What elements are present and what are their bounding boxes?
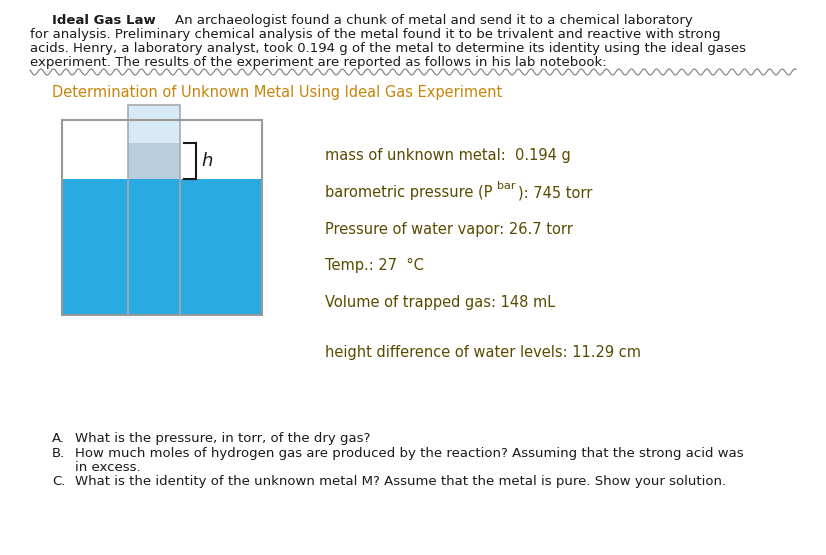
- Text: Temp.: 27  °C: Temp.: 27 °C: [325, 258, 424, 273]
- Text: Determination of Unknown Metal Using Ideal Gas Experiment: Determination of Unknown Metal Using Ide…: [52, 85, 502, 100]
- Bar: [62, 120, 262, 315]
- Text: C.: C.: [52, 475, 65, 488]
- Text: How much moles of hydrogen gas are produced by the reaction? Assuming that the s: How much moles of hydrogen gas are produ…: [75, 447, 743, 460]
- Bar: [128, 105, 180, 143]
- Text: Ideal Gas Law: Ideal Gas Law: [52, 14, 156, 27]
- Bar: [128, 179, 180, 315]
- Text: ): 745 torr: ): 745 torr: [518, 185, 592, 200]
- Text: h: h: [201, 152, 212, 170]
- Bar: [128, 105, 180, 315]
- Text: What is the pressure, in torr, of the dry gas?: What is the pressure, in torr, of the dr…: [75, 432, 370, 445]
- Text: An archaeologist found a chunk of metal and send it to a chemical laboratory: An archaeologist found a chunk of metal …: [175, 14, 693, 27]
- Bar: [62, 179, 262, 315]
- Text: height difference of water levels: 11.29 cm: height difference of water levels: 11.29…: [325, 345, 641, 360]
- Bar: [62, 120, 262, 315]
- Text: Volume of trapped gas: 148 mL: Volume of trapped gas: 148 mL: [325, 295, 555, 310]
- Text: Pressure of water vapor: 26.7 torr: Pressure of water vapor: 26.7 torr: [325, 222, 573, 237]
- Text: experiment. The results of the experiment are reported as follows in his lab not: experiment. The results of the experimen…: [30, 56, 606, 69]
- Text: mass of unknown metal:  0.194 g: mass of unknown metal: 0.194 g: [325, 148, 571, 163]
- Text: A.: A.: [52, 432, 65, 445]
- Text: barometric pressure (P: barometric pressure (P: [325, 185, 492, 200]
- Text: What is the identity of the unknown metal M? Assume that the metal is pure. Show: What is the identity of the unknown meta…: [75, 475, 726, 488]
- Text: B.: B.: [52, 447, 65, 460]
- Text: bar: bar: [497, 181, 515, 191]
- Text: for analysis. Preliminary chemical analysis of the metal found it to be trivalen: for analysis. Preliminary chemical analy…: [30, 28, 720, 41]
- Text: acids. Henry, a laboratory analyst, took 0.194 g of the metal to determine its i: acids. Henry, a laboratory analyst, took…: [30, 42, 746, 55]
- Bar: [128, 105, 180, 315]
- Text: in excess.: in excess.: [75, 461, 140, 474]
